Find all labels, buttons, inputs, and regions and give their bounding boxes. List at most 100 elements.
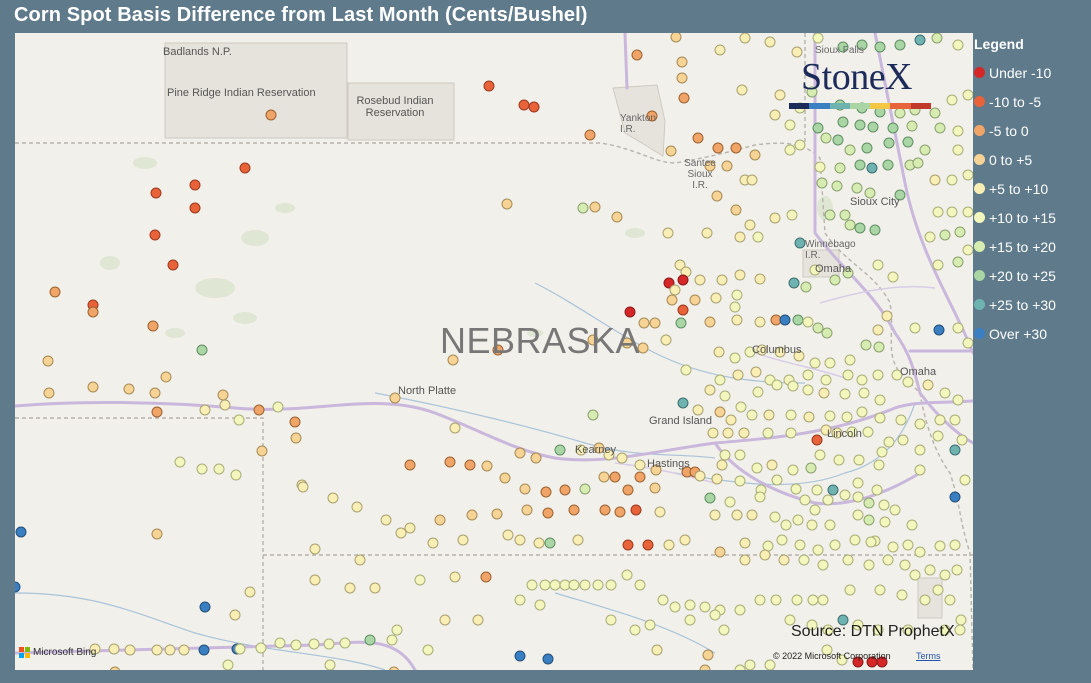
- elevator-point[interactable]: [919, 144, 931, 156]
- elevator-point[interactable]: [711, 190, 723, 202]
- elevator-point[interactable]: [820, 424, 832, 436]
- elevator-point[interactable]: [339, 637, 351, 649]
- elevator-point[interactable]: [514, 650, 526, 662]
- elevator-point[interactable]: [822, 494, 834, 506]
- elevator-point[interactable]: [611, 211, 623, 223]
- elevator-point[interactable]: [589, 201, 601, 213]
- elevator-point[interactable]: [914, 34, 926, 46]
- elevator-point[interactable]: [233, 414, 245, 426]
- elevator-point[interactable]: [711, 473, 723, 485]
- elevator-point[interactable]: [739, 537, 751, 549]
- elevator-point[interactable]: [955, 614, 967, 626]
- elevator-point[interactable]: [198, 644, 210, 656]
- elevator-point[interactable]: [812, 544, 824, 556]
- elevator-point[interactable]: [786, 209, 798, 221]
- elevator-point[interactable]: [860, 339, 872, 351]
- elevator-point[interactable]: [769, 212, 781, 224]
- elevator-point[interactable]: [794, 139, 806, 151]
- elevator-point[interactable]: [87, 381, 99, 393]
- elevator-point[interactable]: [675, 317, 687, 329]
- elevator-point[interactable]: [736, 84, 748, 96]
- elevator-point[interactable]: [895, 414, 907, 426]
- elevator-point[interactable]: [806, 86, 818, 98]
- elevator-point[interactable]: [219, 399, 231, 411]
- elevator-point[interactable]: [677, 397, 689, 409]
- elevator-point[interactable]: [822, 624, 834, 636]
- elevator-point[interactable]: [794, 539, 806, 551]
- elevator-point[interactable]: [646, 110, 658, 122]
- elevator-point[interactable]: [147, 320, 159, 332]
- elevator-point[interactable]: [896, 589, 908, 601]
- legend-item[interactable]: 0 to +5: [973, 145, 1091, 174]
- elevator-point[interactable]: [790, 483, 802, 495]
- elevator-point[interactable]: [887, 541, 899, 553]
- elevator-point[interactable]: [559, 484, 571, 496]
- elevator-point[interactable]: [906, 120, 918, 132]
- elevator-point[interactable]: [861, 142, 873, 154]
- elevator-point[interactable]: [939, 624, 951, 636]
- elevator-point[interactable]: [827, 484, 839, 496]
- elevator-point[interactable]: [824, 410, 836, 422]
- elevator-point[interactable]: [882, 554, 894, 566]
- elevator-point[interactable]: [15, 526, 27, 538]
- elevator-point[interactable]: [713, 346, 725, 358]
- elevator-point[interactable]: [906, 519, 918, 531]
- elevator-point[interactable]: [199, 601, 211, 613]
- elevator-point[interactable]: [676, 56, 688, 68]
- elevator-point[interactable]: [866, 162, 878, 174]
- elevator-point[interactable]: [87, 306, 99, 318]
- elevator-point[interactable]: [704, 384, 716, 396]
- elevator-point[interactable]: [42, 355, 54, 367]
- elevator-point[interactable]: [631, 49, 643, 61]
- elevator-point[interactable]: [949, 414, 961, 426]
- elevator-point[interactable]: [481, 460, 493, 472]
- elevator-point[interactable]: [924, 231, 936, 243]
- elevator-point[interactable]: [931, 33, 943, 44]
- elevator-point[interactable]: [842, 267, 854, 279]
- elevator-point[interactable]: [924, 564, 936, 576]
- elevator-point[interactable]: [530, 452, 542, 464]
- elevator-point[interactable]: [725, 414, 737, 426]
- elevator-point[interactable]: [744, 219, 756, 231]
- elevator-point[interactable]: [949, 444, 961, 456]
- elevator-point[interactable]: [844, 354, 856, 366]
- elevator-point[interactable]: [785, 427, 797, 439]
- elevator-point[interactable]: [634, 579, 646, 591]
- elevator-point[interactable]: [853, 454, 865, 466]
- elevator-point[interactable]: [756, 344, 768, 356]
- elevator-point[interactable]: [544, 537, 556, 549]
- terms-link[interactable]: Terms: [916, 651, 941, 661]
- elevator-point[interactable]: [834, 162, 846, 174]
- elevator-point[interactable]: [265, 109, 277, 121]
- elevator-point[interactable]: [389, 392, 401, 404]
- elevator-point[interactable]: [160, 371, 172, 383]
- elevator-point[interactable]: [802, 369, 814, 381]
- elevator-point[interactable]: [762, 540, 774, 552]
- elevator-point[interactable]: [869, 224, 881, 236]
- elevator-point[interactable]: [521, 504, 533, 516]
- elevator-point[interactable]: [414, 574, 426, 586]
- elevator-point[interactable]: [824, 357, 836, 369]
- elevator-point[interactable]: [849, 534, 861, 546]
- elevator-point[interactable]: [939, 387, 951, 399]
- elevator-point[interactable]: [351, 501, 363, 513]
- elevator-point[interactable]: [754, 316, 766, 328]
- elevator-point[interactable]: [734, 449, 746, 461]
- elevator-point[interactable]: [816, 177, 828, 189]
- elevator-point[interactable]: [946, 174, 958, 186]
- elevator-point[interactable]: [731, 289, 743, 301]
- elevator-point[interactable]: [724, 496, 736, 508]
- elevator-point[interactable]: [253, 404, 265, 416]
- elevator-point[interactable]: [809, 504, 821, 516]
- elevator-point[interactable]: [196, 344, 208, 356]
- elevator-point[interactable]: [449, 571, 461, 583]
- elevator-point[interactable]: [217, 389, 229, 401]
- elevator-point[interactable]: [872, 259, 884, 271]
- elevator-point[interactable]: [634, 471, 646, 483]
- elevator-point[interactable]: [902, 624, 914, 636]
- elevator-point[interactable]: [108, 643, 120, 655]
- elevator-point[interactable]: [746, 509, 758, 521]
- elevator-point[interactable]: [842, 369, 854, 381]
- elevator-point[interactable]: [666, 294, 678, 306]
- elevator-point[interactable]: [364, 634, 376, 646]
